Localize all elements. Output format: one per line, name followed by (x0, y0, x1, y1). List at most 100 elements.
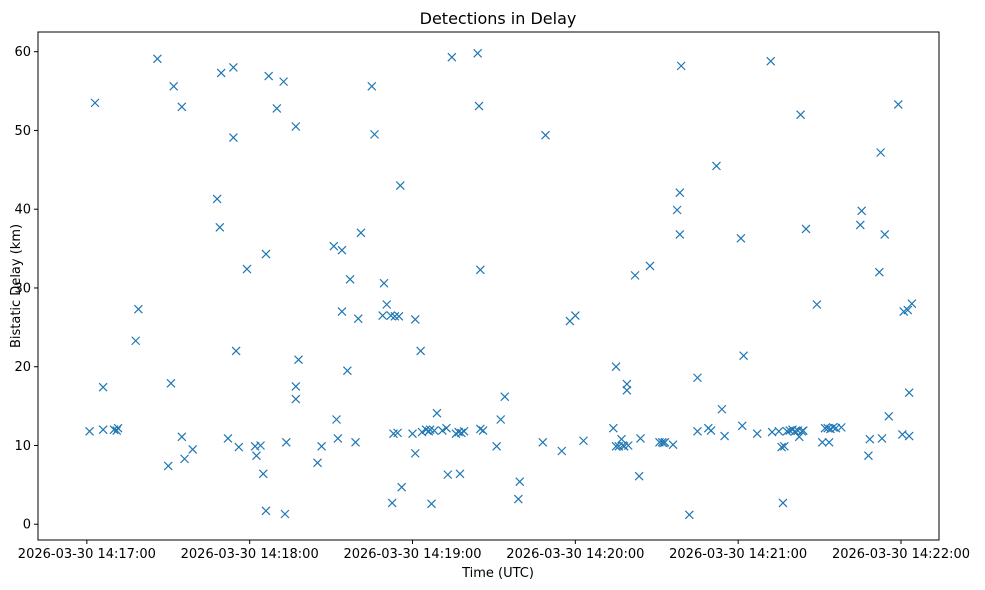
data-point-13 (177, 432, 187, 442)
data-point-123 (675, 229, 685, 239)
y-tick-label-50: 50 (14, 124, 31, 139)
data-point-32 (264, 71, 274, 81)
data-point-110 (622, 385, 632, 395)
data-point-45 (333, 433, 343, 443)
data-point-56 (379, 278, 389, 288)
data-point-80 (447, 52, 457, 62)
data-point-74 (427, 499, 436, 509)
data-point-63 (394, 311, 404, 321)
data-point-7 (131, 336, 141, 346)
data-point-111 (623, 441, 633, 450)
data-point-84 (456, 428, 466, 438)
data-point-152 (801, 224, 811, 234)
data-point-95 (515, 477, 525, 487)
data-point-170 (884, 411, 894, 421)
data-point-167 (876, 148, 886, 157)
data-point-93 (500, 392, 510, 402)
data-point-94 (513, 494, 523, 504)
y-tick-label-20: 20 (14, 360, 31, 375)
data-point-39 (291, 394, 301, 404)
data-point-163 (857, 206, 867, 216)
data-point-76 (432, 408, 442, 418)
data-point-90 (478, 426, 488, 435)
data-point-75 (429, 426, 439, 435)
data-point-46 (337, 245, 347, 255)
y-tick-label-0: 0 (23, 518, 31, 533)
x-tick-label-1: 2026-03-30 14:18:00 (181, 547, 319, 562)
data-point-142 (779, 441, 789, 451)
data-point-59 (387, 498, 397, 508)
data-point-23 (231, 346, 241, 356)
data-point-161 (836, 422, 846, 432)
data-point-2 (98, 382, 108, 392)
data-point-146 (790, 426, 800, 436)
data-point-0 (85, 426, 94, 436)
data-point-101 (579, 436, 588, 446)
x-tick-label-4: 2026-03-30 14:21:00 (669, 547, 807, 562)
data-point-19 (216, 68, 226, 78)
data-point-124 (676, 61, 686, 71)
data-point-133 (736, 233, 746, 243)
data-point-109 (622, 379, 632, 389)
data-point-88 (475, 424, 485, 434)
data-point-62 (393, 428, 403, 438)
data-point-140 (777, 442, 787, 452)
data-point-143 (782, 426, 792, 436)
data-point-79 (443, 470, 453, 480)
data-point-77 (437, 426, 447, 435)
data-point-130 (712, 161, 721, 171)
data-point-149 (796, 110, 806, 120)
data-point-159 (828, 422, 838, 432)
data-point-92 (496, 415, 506, 424)
data-point-21 (228, 133, 238, 142)
chart-title: Detections in Delay (420, 9, 577, 28)
data-point-71 (421, 425, 431, 435)
x-tick-label-3: 2026-03-30 14:20:00 (506, 547, 644, 562)
data-point-154 (817, 437, 827, 447)
data-point-165 (865, 434, 875, 444)
data-point-89 (475, 265, 485, 275)
data-point-29 (258, 469, 268, 479)
data-point-115 (645, 261, 655, 271)
data-point-9 (152, 54, 162, 64)
y-tick-label-30: 30 (14, 281, 31, 296)
data-point-3 (98, 425, 108, 435)
data-point-127 (693, 373, 702, 383)
data-point-87 (474, 101, 484, 111)
data-point-134 (737, 421, 747, 431)
data-point-68 (410, 448, 420, 458)
data-point-43 (329, 241, 339, 251)
y-tick-label-60: 60 (14, 45, 31, 60)
data-point-100 (570, 311, 580, 320)
data-point-169 (880, 229, 890, 239)
data-point-78 (442, 423, 451, 433)
data-point-17 (212, 194, 222, 204)
data-point-42 (317, 441, 327, 451)
data-point-10 (163, 461, 173, 471)
data-point-171 (893, 100, 903, 109)
data-point-30 (261, 249, 271, 259)
data-point-38 (291, 381, 301, 391)
data-point-175 (904, 388, 914, 398)
data-point-5 (112, 426, 122, 435)
x-tick-label-0: 2026-03-30 14:17:00 (18, 547, 156, 562)
data-point-33 (272, 103, 282, 113)
data-point-121 (672, 205, 682, 215)
data-point-131 (717, 404, 727, 414)
data-point-176 (904, 431, 914, 441)
data-point-35 (280, 509, 290, 519)
data-point-22 (228, 63, 238, 72)
data-point-11 (166, 378, 176, 388)
data-point-96 (538, 437, 548, 447)
data-point-137 (766, 56, 776, 66)
data-point-25 (242, 264, 252, 274)
data-point-135 (739, 351, 749, 361)
data-point-112 (630, 270, 640, 280)
data-point-103 (611, 362, 621, 372)
data-point-166 (874, 267, 884, 277)
data-point-54 (370, 129, 379, 139)
y-tick-label-10: 10 (14, 439, 31, 454)
points-layer (85, 48, 917, 520)
data-point-153 (812, 300, 822, 309)
